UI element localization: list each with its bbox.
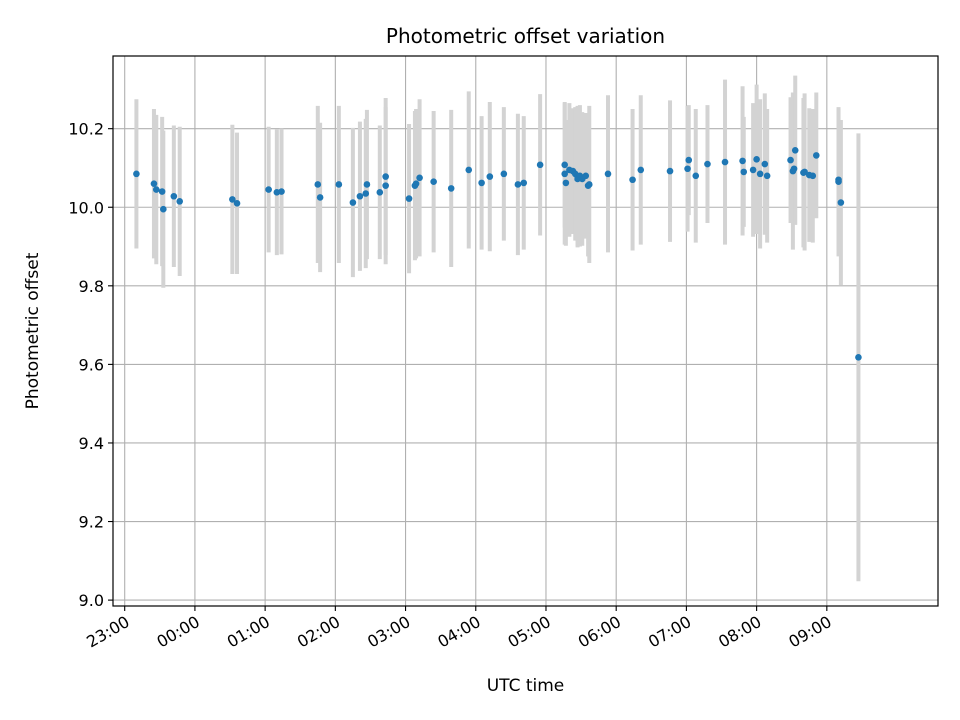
data-point [739, 157, 746, 165]
data-point [837, 199, 845, 206]
data-point [316, 194, 324, 201]
y-tick-label: 9.2 [79, 513, 104, 532]
x-tick-label: 09:00 [785, 612, 834, 652]
data-point [160, 205, 167, 213]
data-point [585, 181, 593, 188]
data-point [158, 188, 166, 195]
data-point [520, 179, 528, 187]
data-point [790, 165, 798, 173]
data-points [133, 146, 862, 361]
data-point [684, 165, 691, 173]
data-point [478, 179, 485, 187]
data-point [229, 196, 236, 203]
data-point [447, 185, 455, 192]
data-point [761, 160, 769, 168]
x-axis-ticks: 23:00 00:00 01:00 02:00 03:00 04:00 05:00 06:00… [83, 606, 835, 652]
y-tick-label: 9.4 [79, 434, 104, 453]
data-point [561, 161, 569, 169]
data-point [412, 180, 420, 187]
data-point [170, 192, 178, 200]
y-tick-label: 9.8 [79, 277, 104, 296]
x-tick-label: 00:00 [153, 612, 202, 652]
data-point [629, 176, 636, 184]
data-point [265, 186, 272, 193]
data-point [376, 189, 384, 196]
data-point [349, 199, 357, 206]
data-point [791, 146, 799, 154]
data-point [362, 190, 370, 197]
error-bars [134, 75, 861, 582]
x-tick-label: 06:00 [575, 612, 624, 652]
chart-title: Photometric offset variation [386, 24, 665, 48]
data-point [763, 172, 771, 180]
x-tick-label: 03:00 [364, 612, 413, 652]
data-point [561, 170, 569, 178]
data-point [382, 182, 389, 189]
x-tick-label: 05:00 [505, 612, 554, 652]
data-point [855, 354, 862, 361]
data-point [405, 195, 413, 202]
x-tick-label: 02:00 [294, 612, 343, 652]
data-point [150, 180, 158, 187]
x-tick-label: 07:00 [645, 612, 694, 652]
data-point [809, 172, 817, 180]
data-point [176, 198, 184, 205]
data-point [753, 156, 760, 163]
y-tick-label: 9.6 [79, 355, 104, 374]
data-point [685, 156, 693, 164]
data-point [416, 174, 423, 182]
x-tick-label: 01:00 [224, 612, 273, 652]
y-axis-ticks: 9.0 9.2 9.4 9.6 9.8 10.0 10.2 [68, 120, 113, 610]
data-point [787, 156, 794, 164]
data-point [335, 181, 343, 188]
plot-frame [112, 55, 939, 607]
data-point [500, 170, 508, 178]
y-tick-label: 9.0 [79, 591, 104, 610]
data-point [514, 181, 522, 188]
x-tick-label: 08:00 [715, 612, 764, 652]
data-point [692, 172, 700, 180]
data-point [382, 173, 389, 180]
data-point [740, 168, 748, 176]
data-point [233, 200, 241, 207]
data-point [363, 181, 371, 188]
data-point [721, 158, 729, 166]
data-point [835, 178, 842, 186]
data-point [604, 170, 612, 178]
data-point [756, 170, 764, 178]
data-point [133, 170, 140, 178]
data-point [562, 179, 570, 187]
x-tick-label: 23:00 [83, 612, 132, 652]
data-point [430, 178, 437, 186]
data-point [356, 192, 364, 200]
data-point [465, 166, 473, 174]
data-point [278, 188, 285, 195]
data-point [152, 186, 160, 193]
data-point [637, 166, 645, 174]
y-tick-label: 10.0 [68, 198, 104, 217]
data-point [536, 161, 544, 169]
data-point [666, 167, 674, 175]
data-point [582, 172, 590, 180]
x-axis-label: UTC time [487, 676, 565, 696]
data-point [704, 160, 711, 168]
data-point [314, 181, 322, 188]
data-point [486, 173, 494, 180]
y-axis-label: Photometric offset [23, 252, 43, 409]
data-point [812, 152, 820, 159]
data-point [749, 166, 757, 174]
data-point [801, 168, 808, 176]
x-tick-label: 04:00 [434, 612, 483, 652]
y-tick-label: 10.2 [68, 120, 104, 139]
